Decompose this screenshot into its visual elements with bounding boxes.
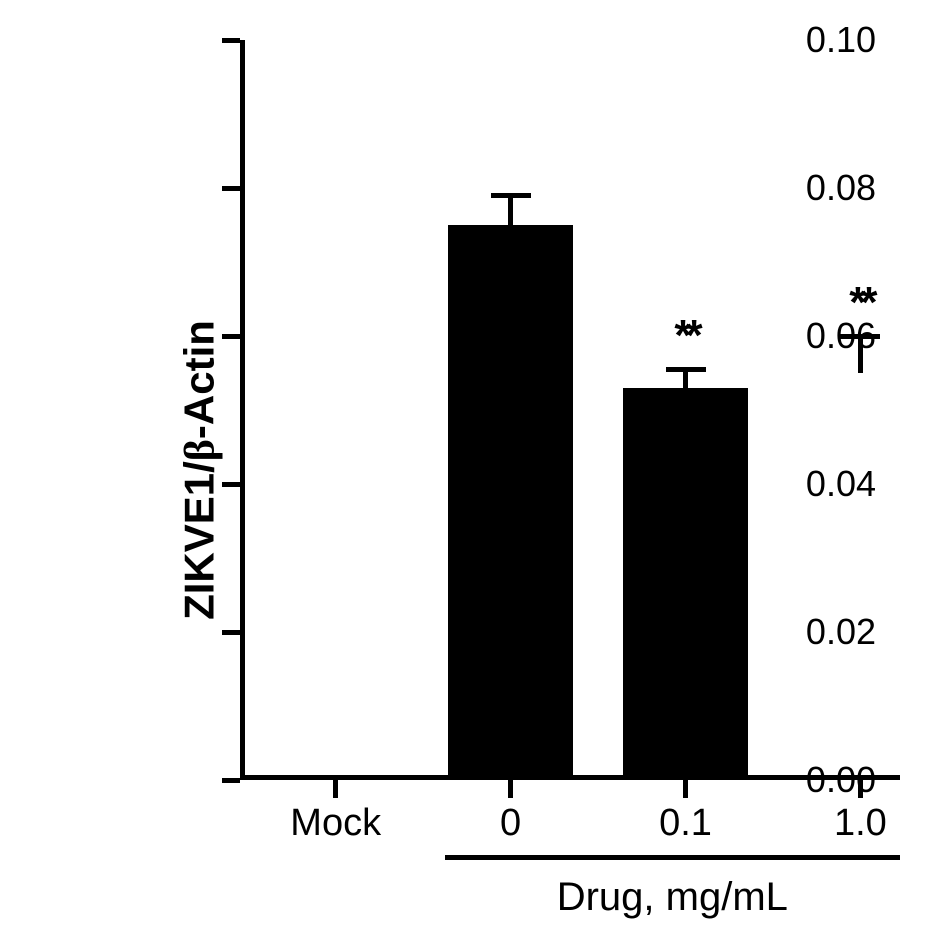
- significance-marker: **: [849, 278, 871, 328]
- bar-chart: ZIKVE1/β-Actin 0.000.020.040.060.080.10 …: [40, 20, 920, 920]
- y-tick-label: 0.04: [806, 463, 876, 505]
- x-tick-label: 0: [500, 802, 521, 845]
- plot-area: 0.000.020.040.060.080.10 Mock00.11.0 ** …: [240, 40, 900, 780]
- error-bar-stem: [508, 195, 513, 225]
- y-tick-label: 0.10: [806, 19, 876, 61]
- bar: [448, 225, 573, 775]
- x-tick-label: Mock: [290, 802, 381, 845]
- error-bar-cap: [666, 367, 706, 372]
- significance-marker: **: [674, 311, 696, 361]
- x-tick-label: 0.1: [659, 802, 712, 845]
- y-tick: [222, 186, 240, 191]
- x-group-line: [445, 855, 900, 860]
- y-axis-title: ZIKVE1/β-Actin: [175, 320, 224, 620]
- y-tick-label: 0.08: [806, 167, 876, 209]
- x-tick: [508, 780, 513, 798]
- y-axis-line: [240, 40, 245, 780]
- x-tick: [333, 780, 338, 798]
- floating-stem: [858, 336, 863, 373]
- x-axis-line: [240, 775, 900, 780]
- x-tick: [858, 780, 863, 798]
- y-tick-label: 0.00: [806, 759, 876, 801]
- y-tick: [222, 630, 240, 635]
- x-group-label: Drug, mg/mL: [557, 875, 788, 920]
- error-bar-stem: [683, 369, 688, 388]
- bar: [623, 388, 748, 775]
- x-tick: [683, 780, 688, 798]
- y-tick: [222, 38, 240, 43]
- y-tick: [222, 778, 240, 783]
- y-tick-label: 0.02: [806, 611, 876, 653]
- x-tick-label: 1.0: [834, 802, 887, 845]
- y-tick: [222, 334, 240, 339]
- error-bar-cap: [491, 193, 531, 198]
- y-tick: [222, 482, 240, 487]
